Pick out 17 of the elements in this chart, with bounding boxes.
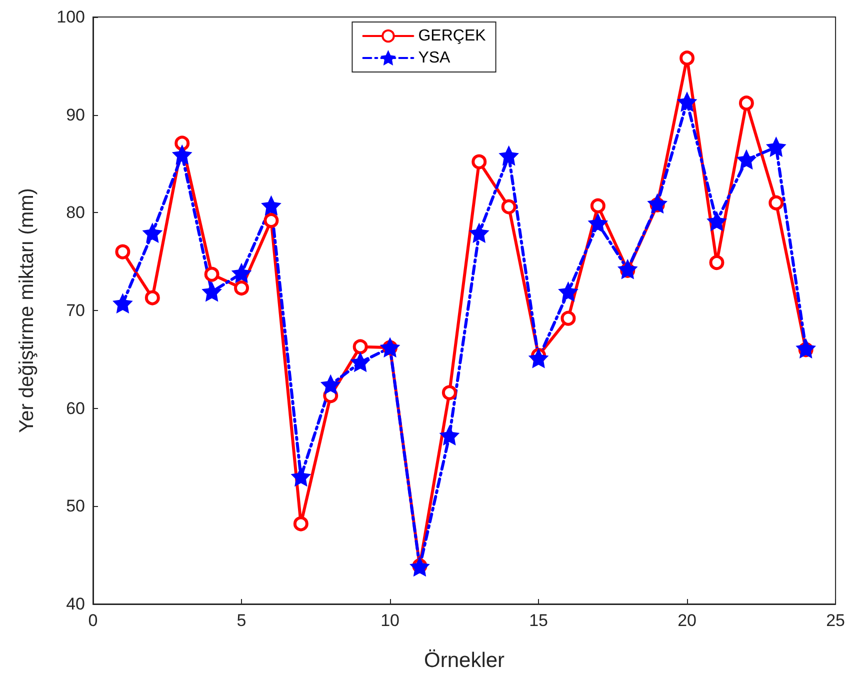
x-tick-label: 5 (236, 611, 246, 630)
legend-label: YSA (418, 50, 451, 66)
x-tick-label: 25 (826, 611, 846, 630)
x-axis-title: Örnekler (424, 649, 505, 672)
x-tick-label: 0 (88, 611, 98, 630)
y-tick-label: 50 (66, 496, 85, 516)
y-tick-label: 100 (56, 8, 85, 26)
x-tick-label: 15 (529, 611, 548, 630)
legend-label: GERÇEK (418, 28, 486, 44)
y-tick-label: 90 (66, 105, 85, 124)
y-tick-label: 80 (66, 203, 85, 222)
y-tick-label: 40 (66, 594, 85, 614)
x-tick-label: 20 (678, 611, 696, 630)
y-axis-title: Yer değiştirme miktarı (mm) (16, 188, 38, 433)
y-tick-label: 70 (66, 301, 85, 320)
x-tick-label: 10 (380, 611, 400, 630)
y-tick-label: 60 (66, 398, 85, 418)
